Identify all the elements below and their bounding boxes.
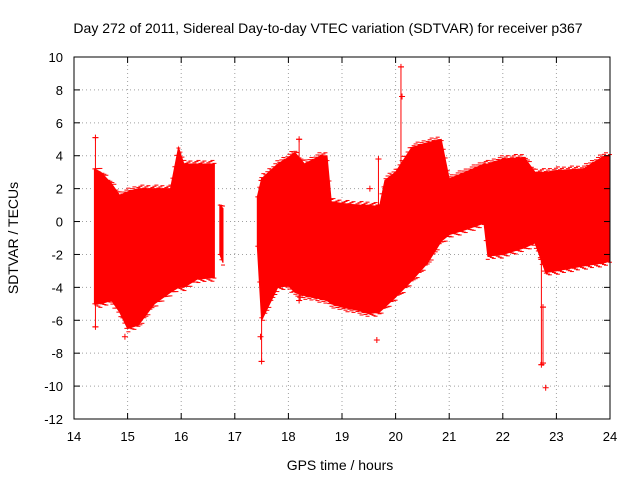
x-tick-label: 19 [335, 429, 349, 444]
x-tick-label: 22 [496, 429, 510, 444]
data-band [219, 203, 224, 263]
y-tick-label: 2 [56, 182, 63, 197]
data-band [93, 145, 215, 330]
x-tick-label: 14 [67, 429, 81, 444]
y-axis-ticks: -12 -10 -8 -6 -4 -2 0 2 4 6 8 10 [44, 50, 610, 427]
x-axis-label: GPS time / hours [287, 457, 394, 473]
y-tick-label: 0 [56, 215, 63, 230]
x-tick-label: 21 [442, 429, 456, 444]
y-tick-label: 10 [49, 50, 63, 65]
x-tick-label: 24 [603, 429, 617, 444]
y-tick-label: -4 [51, 280, 63, 295]
y-tick-label: -10 [44, 379, 63, 394]
y-tick-label: 4 [56, 149, 63, 164]
y-tick-label: -8 [51, 346, 63, 361]
x-tick-label: 18 [281, 429, 295, 444]
x-axis-ticks: 14 15 16 17 18 19 20 21 22 23 24 [67, 57, 617, 444]
x-tick-label: 20 [388, 429, 402, 444]
x-tick-label: 23 [549, 429, 563, 444]
y-tick-label: -12 [44, 412, 63, 427]
x-tick-label: 15 [120, 429, 134, 444]
y-tick-label: -6 [51, 313, 63, 328]
y-tick-label: 6 [56, 116, 63, 131]
y-axis-label: SDTVAR / TECUs [5, 182, 21, 294]
data-envelope [92, 136, 612, 333]
x-tick-label: 17 [228, 429, 242, 444]
x-tick-label: 16 [174, 429, 188, 444]
y-tick-label: 8 [56, 83, 63, 98]
chart-title: Day 272 of 2011, Sidereal Day-to-day VTE… [73, 20, 582, 36]
outlier-points [92, 63, 549, 391]
y-tick-label: -2 [51, 247, 63, 262]
